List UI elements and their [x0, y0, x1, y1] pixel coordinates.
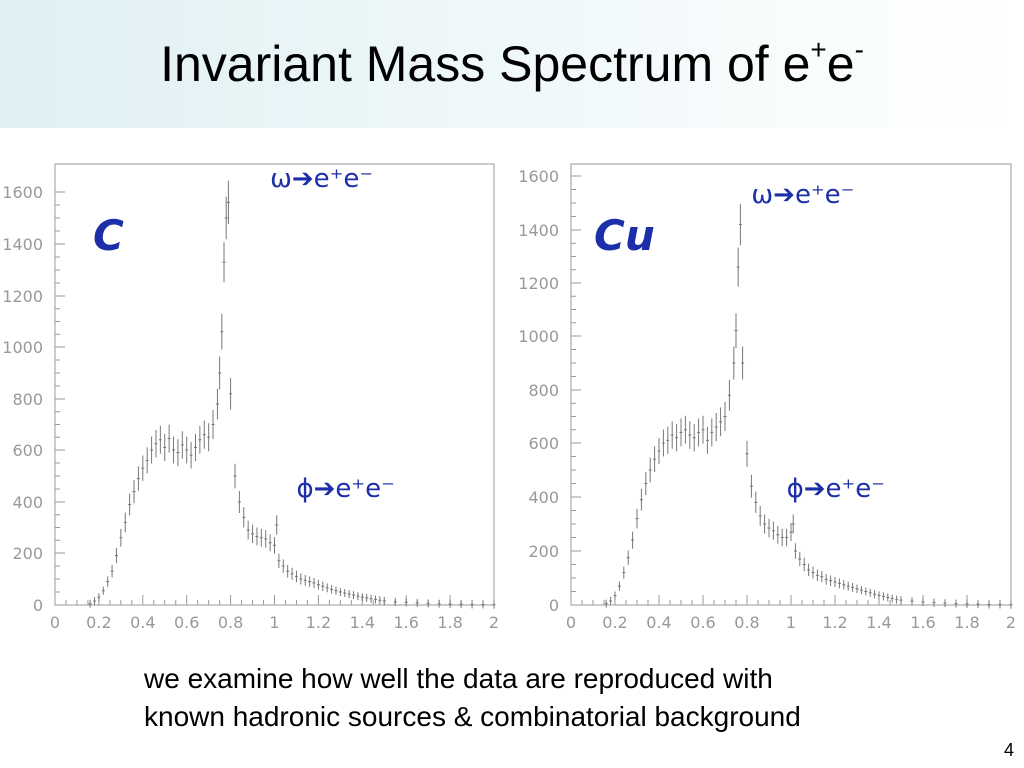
y-tick-label: 1200: [518, 274, 559, 293]
title-band: [0, 0, 1024, 128]
histogram-cu: 0 200 400 600 800 1000 1200 1400 1600 0 0.2 0.4 0.6 0…: [518, 163, 1016, 630]
slide-title: Invariant Mass Spectrum of e+e-: [0, 34, 1024, 93]
x-tick-label: 0.4: [646, 613, 671, 630]
x-tick-label: 0.2: [602, 613, 627, 630]
y-tick-label: 1400: [2, 235, 43, 254]
x-tick-label: 1.8: [954, 613, 979, 630]
y-tick-label: 1200: [2, 287, 43, 306]
x-tick-label: 1.4: [350, 613, 375, 630]
x-tick-label: 1.2: [822, 613, 847, 630]
x-tick-label: 0: [566, 613, 576, 630]
x-tick-label: 0.4: [130, 613, 155, 630]
y-tick-label: 800: [12, 390, 43, 409]
x-tick-label: 0.8: [734, 613, 759, 630]
y-tick-label: 800: [528, 381, 559, 400]
panel-label: C: [93, 211, 124, 260]
x-tick-label: 0: [50, 613, 60, 630]
omega-annotation: ω➔e⁺e⁻: [751, 180, 854, 210]
omega-annotation: ω➔e⁺e⁻: [270, 164, 373, 194]
y-tick-label: 200: [12, 544, 43, 563]
x-tick-label: 1: [786, 613, 796, 630]
y-tick-label: 600: [12, 441, 43, 460]
x-tick-label: 1: [269, 613, 279, 630]
x-tick-label: 1.6: [910, 613, 935, 630]
x-tick-label: 0.6: [174, 613, 199, 630]
histogram-c: 0 200 400 600 800 1000 1200 1400 1600 0 0.2 0.4 0.6 0…: [2, 163, 499, 630]
x-tick-label: 2: [1006, 613, 1016, 630]
caption: we examine how well the data are reprodu…: [144, 660, 964, 736]
title-electron: e: [826, 36, 855, 92]
x-tick-label: 1.2: [306, 613, 331, 630]
caption-line-1: we examine how well the data are reprodu…: [144, 663, 773, 694]
x-tick-label: 1.4: [866, 613, 891, 630]
panel-label: Cu: [594, 211, 655, 260]
title-text: Invariant Mass Spectrum of e: [160, 36, 811, 92]
y-tick-label: 1400: [518, 221, 559, 240]
y-tick-label: 1000: [518, 327, 559, 346]
caption-line-2: known hadronic sources & combinatorial b…: [144, 701, 801, 732]
x-tick-label: 1.6: [393, 613, 418, 630]
page-number: 4: [1003, 740, 1014, 760]
y-tick-label: 1600: [518, 167, 559, 186]
x-tick-label: 0.6: [690, 613, 715, 630]
title-superscript-plus: +: [810, 34, 827, 65]
y-tick-label: 1000: [2, 338, 43, 357]
y-tick-label: 0: [33, 596, 43, 615]
y-tick-label: 200: [528, 542, 559, 561]
phi-annotation: ϕ➔e⁺e⁻: [787, 474, 885, 504]
y-tick-label: 0: [549, 596, 559, 615]
y-tick-label: 400: [528, 488, 559, 507]
y-tick-label: 400: [12, 493, 43, 512]
x-tick-label: 0.8: [218, 613, 243, 630]
title-superscript-minus: -: [854, 34, 864, 65]
x-tick-label: 2: [489, 613, 499, 630]
x-tick-label: 1.8: [437, 613, 462, 630]
x-tick-label: 0.2: [86, 613, 111, 630]
y-tick-label: 1600: [2, 183, 43, 202]
phi-annotation: ϕ➔e⁺e⁻: [296, 474, 394, 504]
y-tick-label: 600: [528, 434, 559, 453]
